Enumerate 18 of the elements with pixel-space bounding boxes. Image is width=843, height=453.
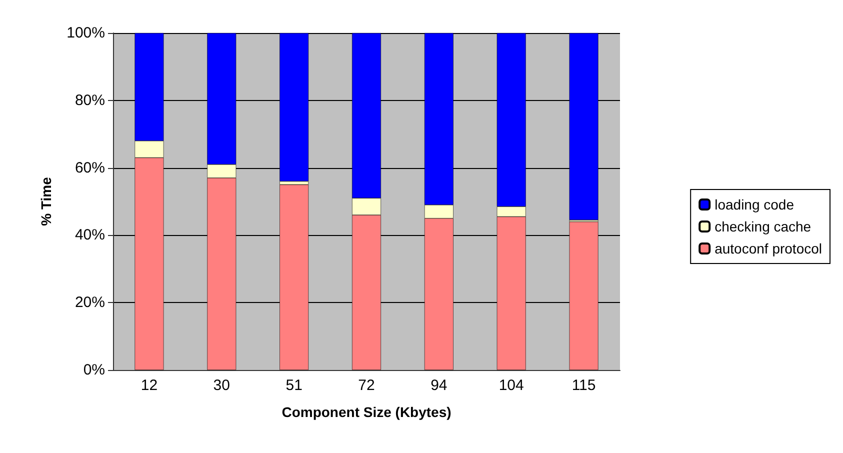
y-axis-title: % Time [38,176,54,226]
legend-label: autoconf protocol [714,240,822,256]
x-tick-label: 104 [498,377,524,394]
y-tick-label: 20% [74,294,105,312]
y-tick-label: 60% [74,159,105,176]
y-tick-label: 40% [74,226,105,244]
x-tick-label: 94 [430,377,448,394]
x-tick-label: 30 [213,377,230,394]
legend-label: checking cache [714,218,812,234]
y-tick-label: 100% [66,24,105,42]
legend-label: loading code [714,196,794,212]
x-tick-label: 12 [140,377,158,394]
y-tick-label: 0% [83,362,105,378]
x-tick-label: 72 [358,377,375,394]
x-tick-label: 115 [572,377,596,394]
x-axis-title: Component Size (Kbytes) [282,404,452,420]
y-tick-label: 80% [74,92,105,109]
x-tick-label: 51 [286,377,302,394]
